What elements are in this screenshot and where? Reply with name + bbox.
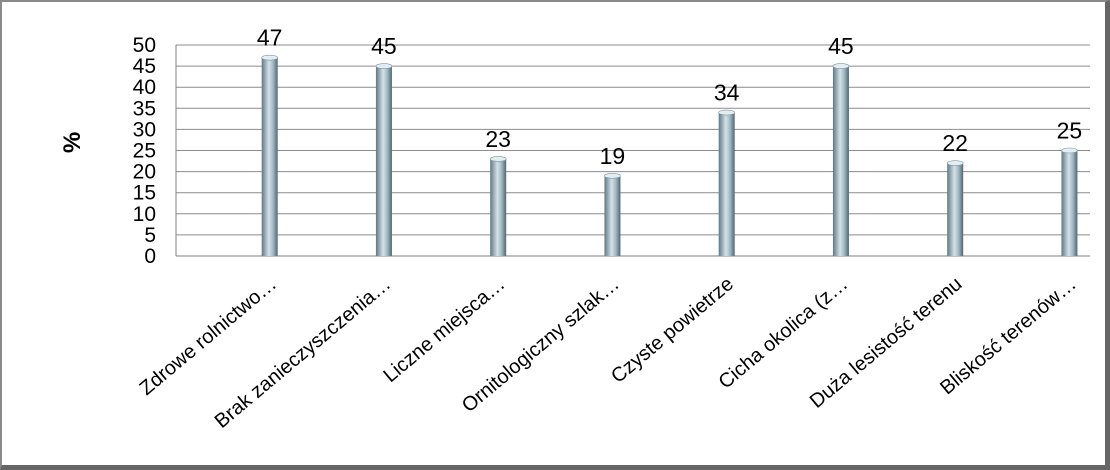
bar-cap [832,63,850,69]
data-label: 25 [1057,118,1083,144]
y-tick-label: 20 [133,161,156,184]
y-tick-label: 0 [144,245,156,268]
bar [489,156,507,256]
data-label: 45 [828,33,854,59]
gridlines [175,44,1090,257]
y-tick-label: 35 [133,97,156,120]
bars [261,54,1078,257]
bar-body [604,175,621,256]
bar-body [261,57,278,256]
y-axis-title: % [59,132,86,153]
y-tick-label: 10 [133,203,156,226]
y-tick-label: 40 [133,76,156,99]
bar [832,63,850,256]
bar-cap [261,54,278,61]
data-label: 45 [371,33,397,59]
y-tick-label: 15 [133,182,156,205]
bar-body [490,158,507,256]
bar-body [718,112,735,257]
y-tick-label: 25 [133,140,156,163]
data-label: 47 [257,25,283,51]
bar-cap [604,173,621,179]
bar-cap [1061,147,1078,154]
bar [604,173,621,256]
x-category-label: Liczne miejsca… [379,273,509,387]
y-tick-label: 50 [133,34,156,57]
x-category-label: Czyste powietrze [607,273,738,388]
bar [718,109,735,257]
bar [261,54,278,256]
x-axis-categories: Zdrowe rolnictwo…Brak zanieczyszczenia…L… [136,273,1081,433]
bar-cap [946,160,964,166]
data-labels: 47 45 23 19 34 45 22 25 [257,25,1082,169]
data-label: 19 [600,143,626,169]
bar-body [832,66,849,256]
bar [1061,147,1078,256]
bar-cap [489,156,507,162]
y-tick-label: 45 [133,55,156,78]
bar-body [947,163,964,256]
data-label: 23 [485,126,511,152]
bar [946,160,964,256]
y-tick-label: 30 [133,118,156,141]
data-label: 34 [714,80,740,106]
y-tick-label: 5 [144,224,156,247]
bar-cap [718,109,735,116]
data-label: 22 [942,130,968,156]
bar-body [1061,150,1078,256]
bar-cap [375,63,393,69]
bar-body [375,66,392,256]
bar [375,63,393,256]
